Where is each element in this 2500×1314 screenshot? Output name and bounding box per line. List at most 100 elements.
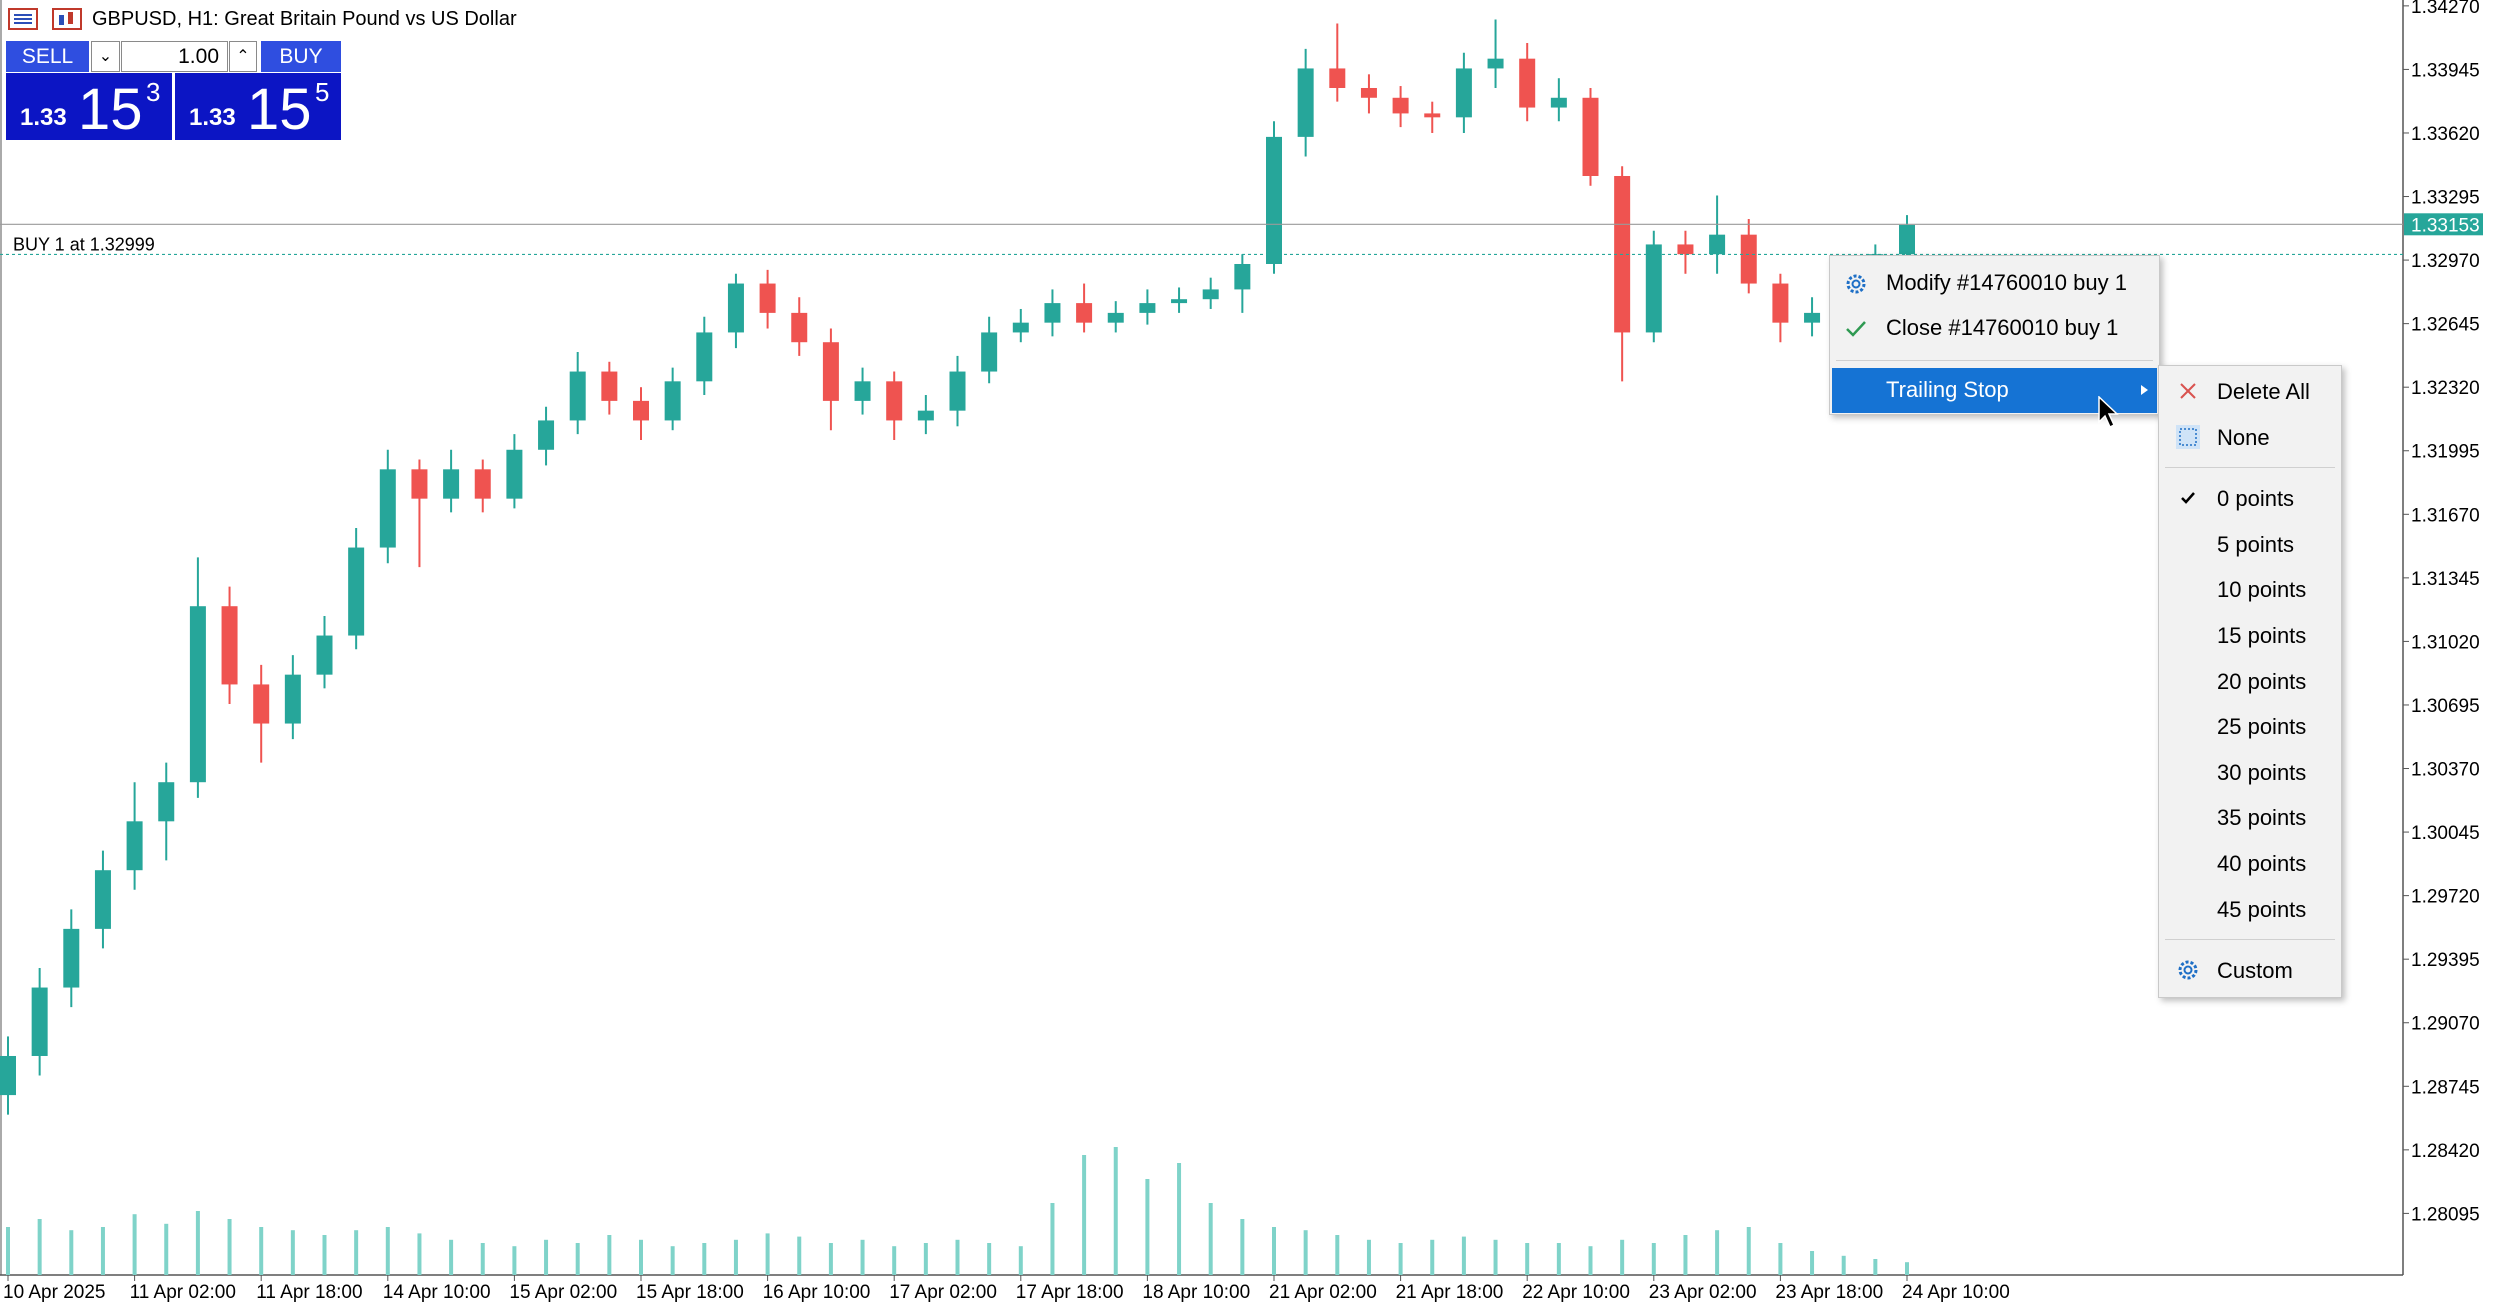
submenu-item[interactable]: None — [2159, 415, 2341, 460]
x-tick-label: 11 Apr 18:00 — [256, 1282, 362, 1303]
y-tick-label: 1.32320 — [2411, 378, 2480, 399]
volume-bar — [828, 1243, 833, 1275]
volume-bar — [670, 1246, 675, 1275]
menu-item[interactable]: Close #14760010 buy 1 — [1830, 306, 2159, 350]
candle-body — [1677, 244, 1694, 255]
volume-bar — [132, 1214, 137, 1275]
sell-price[interactable]: 1.33 15 3 — [6, 73, 172, 140]
current-price-box — [2404, 213, 2483, 236]
candle-body — [1582, 97, 1599, 176]
candle-body — [63, 928, 80, 988]
volume-bar — [575, 1243, 580, 1275]
candle-body — [949, 371, 966, 411]
submenu-item[interactable]: 0 points — [2159, 476, 2341, 521]
candle-body — [1424, 113, 1441, 118]
submenu-item[interactable]: 30 points — [2159, 750, 2341, 795]
x-tick-label: 11 Apr 02:00 — [130, 1282, 236, 1303]
submenu-label: 25 points — [2217, 714, 2307, 740]
y-tick-label: 1.31345 — [2411, 569, 2480, 590]
volume-bar — [1461, 1236, 1466, 1275]
icon — [8, 8, 38, 30]
submenu-item[interactable]: 15 points — [2159, 613, 2341, 658]
volume-input[interactable]: 1.00 — [121, 41, 228, 72]
candle-body — [1297, 68, 1314, 137]
candle-body — [1139, 303, 1156, 313]
submenu-label: None — [2217, 424, 2270, 450]
candle-body — [1392, 97, 1409, 114]
candle-body — [1329, 68, 1346, 88]
gear-icon — [1846, 274, 1866, 294]
x-tick-label: 14 Apr 10:00 — [383, 1282, 491, 1303]
volume-up[interactable]: ⌃ — [229, 41, 257, 72]
submenu-label: 35 points — [2217, 805, 2307, 831]
submenu-item[interactable]: Delete All — [2159, 369, 2341, 414]
volume-bar — [1240, 1219, 1245, 1275]
y-tick-label: 1.29395 — [2411, 950, 2480, 971]
candle-body — [1550, 97, 1567, 108]
volume-down[interactable]: ⌄ — [91, 41, 120, 72]
candle-body — [94, 870, 111, 929]
submenu-item[interactable]: 5 points — [2159, 522, 2341, 567]
volume-bar — [1145, 1179, 1150, 1275]
y-tick-label: 1.31995 — [2411, 442, 2480, 463]
volume-bar — [892, 1246, 897, 1275]
price-pips: 15 — [78, 77, 143, 142]
menu-icon — [2180, 383, 2196, 399]
volume-bar — [1905, 1262, 1909, 1275]
chart-type-icon[interactable] — [52, 7, 84, 31]
volume-bar — [923, 1243, 928, 1275]
candle-body — [1899, 224, 1915, 255]
submenu-item[interactable]: Custom — [2159, 948, 2341, 993]
x-tick-label: 23 Apr 18:00 — [1775, 1282, 1883, 1303]
volume-bar — [290, 1230, 295, 1275]
submenu-item[interactable]: 10 points — [2159, 567, 2341, 612]
volume-bar — [227, 1219, 232, 1275]
candle-body — [822, 342, 839, 401]
menu-item[interactable]: Modify #14760010 buy 1 — [1830, 261, 2159, 305]
y-tick-label: 1.28095 — [2411, 1204, 2480, 1225]
submenu-item[interactable]: 35 points — [2159, 795, 2341, 840]
submenu-item[interactable]: 25 points — [2159, 704, 2341, 749]
candle-body — [1171, 299, 1188, 304]
sell-button[interactable]: SELL — [6, 41, 89, 72]
volume-bar — [1398, 1243, 1403, 1275]
volume-bar — [1493, 1239, 1498, 1275]
volume-bar — [385, 1227, 390, 1275]
volume-bar — [37, 1219, 42, 1275]
volume-bar — [1746, 1227, 1751, 1275]
volume-bar — [1810, 1251, 1815, 1275]
submenu-item[interactable]: 20 points — [2159, 659, 2341, 704]
check-icon — [2181, 492, 2195, 505]
buy-price[interactable]: 1.33 15 5 — [175, 73, 341, 140]
candle-body — [601, 371, 618, 401]
submenu-item[interactable]: 40 points — [2159, 841, 2341, 886]
menu-icon — [2176, 424, 2200, 449]
y-tick-label: 1.28420 — [2411, 1141, 2480, 1162]
submenu: Delete All None 0 points 5 points 10 points 1… — [2158, 365, 2342, 998]
current-price-label: 1.33153 — [2411, 215, 2480, 236]
y-tick-label: 1.31670 — [2411, 505, 2480, 526]
buy-button[interactable]: BUY — [261, 41, 341, 72]
submenu-label: Custom — [2217, 958, 2293, 984]
candle-body — [759, 283, 776, 313]
position-label: BUY 1 at 1.32999 — [13, 234, 155, 254]
y-tick-label: 1.29070 — [2411, 1014, 2480, 1035]
check-icon — [1846, 321, 1866, 337]
candle-body — [0, 1055, 16, 1096]
x-tick-label: 10 Apr 2025 — [3, 1282, 105, 1303]
volume-bar — [1715, 1230, 1720, 1275]
submenu-item[interactable]: 45 points — [2159, 887, 2341, 932]
submenu-label: 30 points — [2217, 759, 2307, 785]
volume-bar — [765, 1233, 770, 1275]
y-tick-label: 1.30695 — [2411, 696, 2480, 717]
y-tick-label: 1.33620 — [2411, 124, 2480, 145]
chart-list-icon[interactable] — [8, 7, 40, 31]
volume-bar — [1556, 1243, 1561, 1275]
candle-body — [1645, 244, 1662, 333]
price-pips: 15 — [247, 77, 312, 142]
menu-label: Close #14760010 buy 1 — [1886, 315, 2119, 340]
volume-bar — [1841, 1255, 1846, 1275]
candle-body — [1107, 312, 1124, 323]
volume-bar — [544, 1239, 549, 1275]
x-tick-label: 21 Apr 02:00 — [1269, 1282, 1377, 1303]
